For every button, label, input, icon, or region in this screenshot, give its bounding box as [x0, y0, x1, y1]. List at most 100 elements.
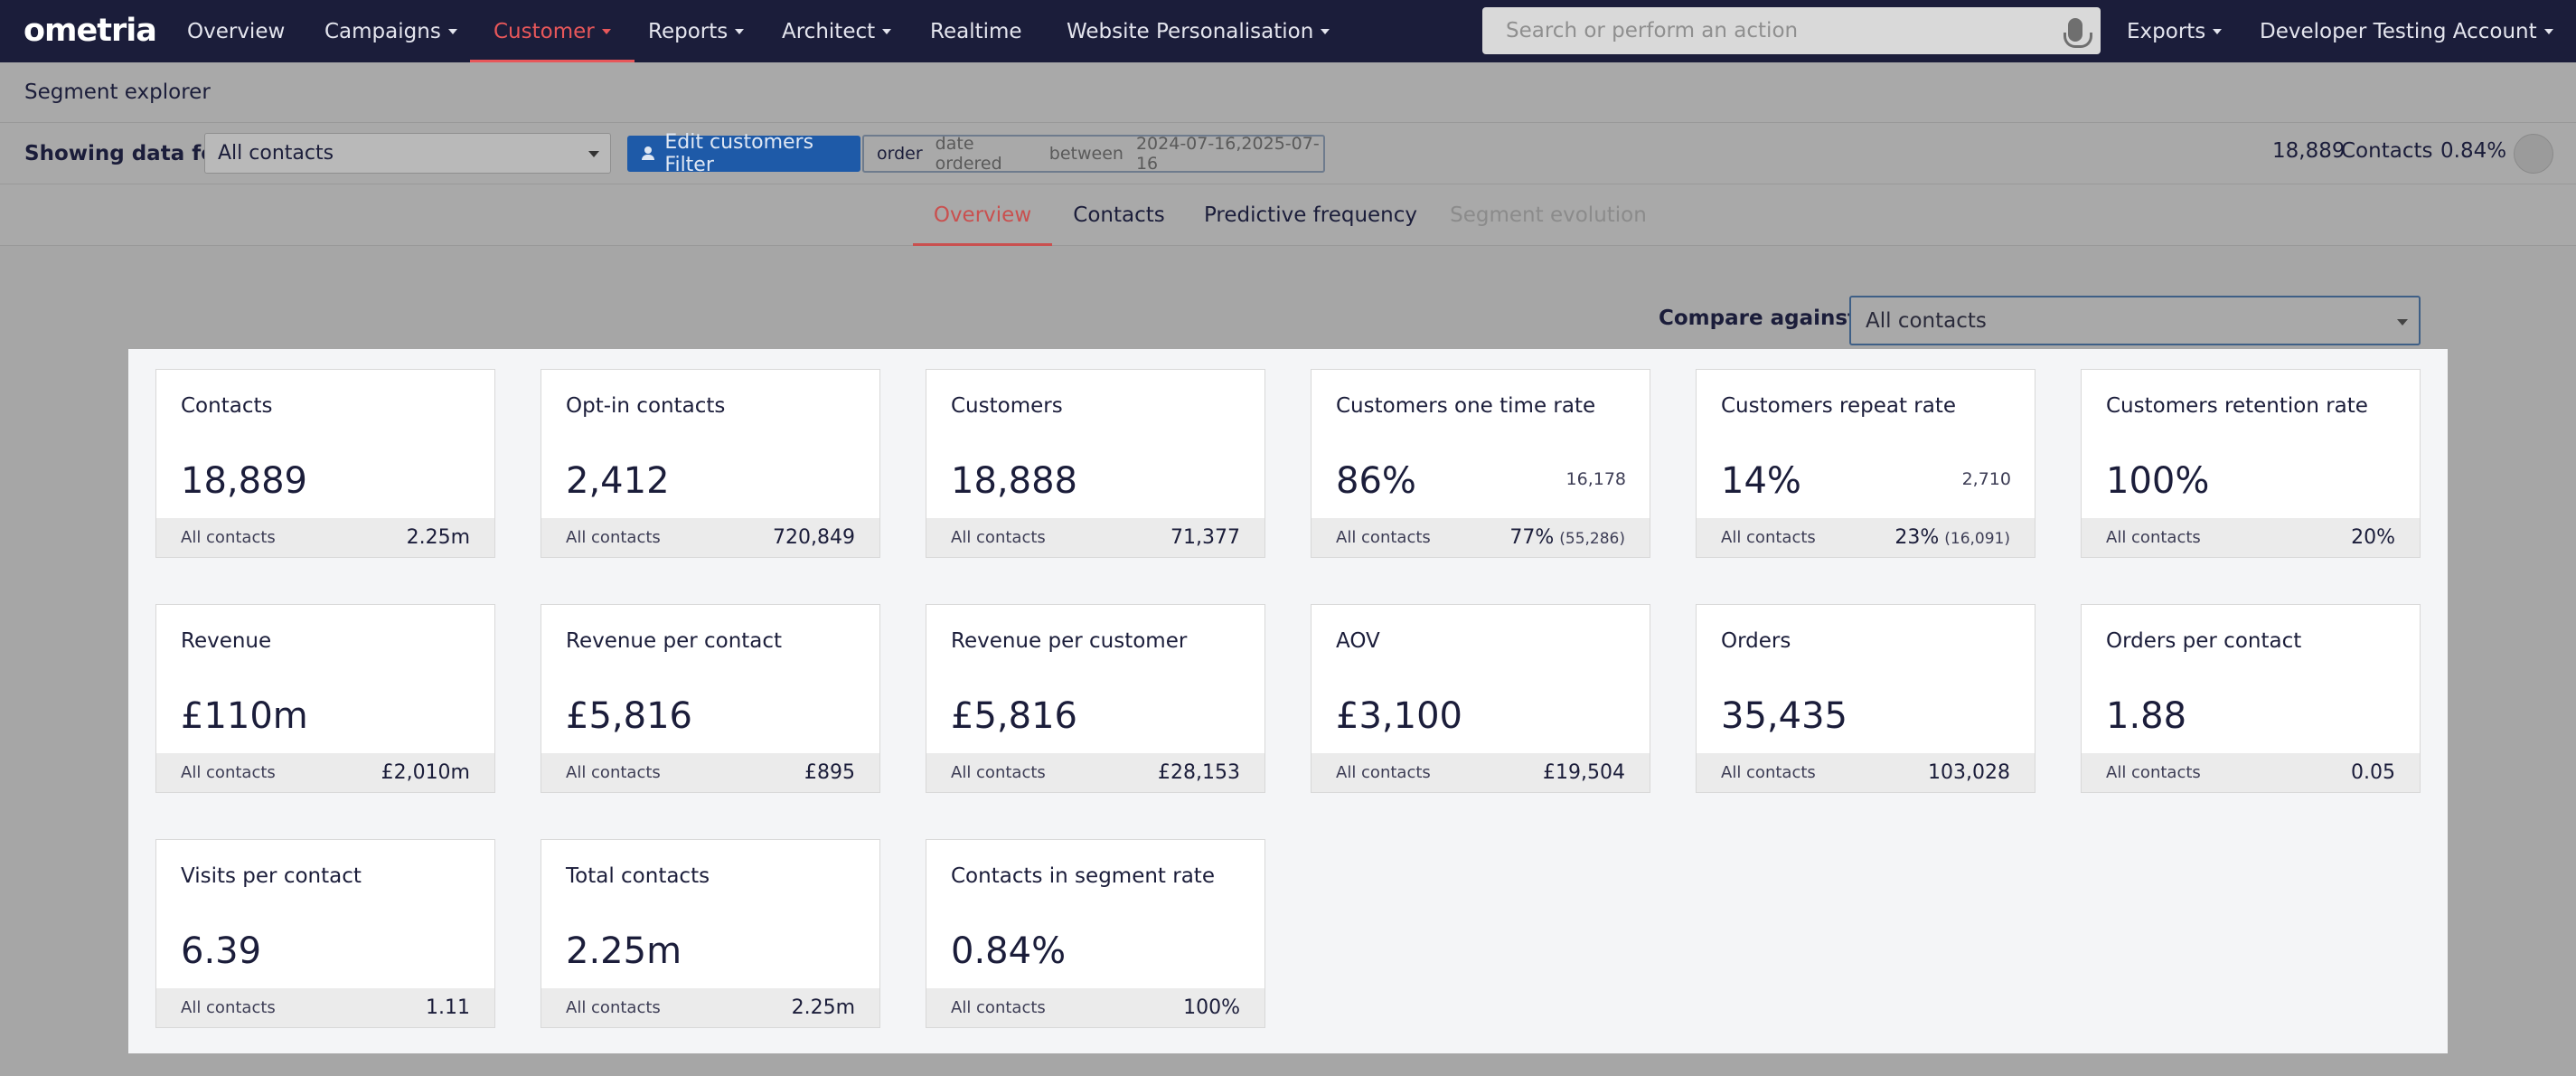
metric-card-value: 6.39: [181, 930, 262, 972]
nav-exports[interactable]: Exports: [2127, 0, 2223, 62]
metric-card-title: Total contacts: [566, 864, 710, 888]
search-placeholder: Search or perform an action: [1506, 19, 1799, 42]
tab-predictive-frequency[interactable]: Predictive frequency: [1203, 203, 1418, 227]
nav-campaigns[interactable]: Campaigns: [324, 0, 457, 62]
comparison-label: All contacts: [951, 998, 1046, 1017]
metric-card-subvalue: 2,710: [1961, 469, 2011, 489]
metric-card-value: £5,816: [951, 695, 1077, 737]
metric-card-title: Customers retention rate: [2106, 394, 2368, 418]
metric-card-title: Visits per contact: [181, 864, 362, 888]
metric-card-footer: All contacts 23% (16,091): [1697, 518, 2035, 557]
metric-card: Customers repeat rate 14% 2,710 All contact…: [1696, 369, 2035, 558]
nav-website-personalisation[interactable]: Website Personalisation: [1067, 0, 1330, 62]
metric-card-value: 35,435: [1721, 695, 1847, 737]
comparison-label: All contacts: [566, 998, 661, 1017]
metric-card: Customers 18,888 All contacts 71,377: [926, 369, 1265, 558]
tab-bar: Overview Contacts Predictive frequency S…: [0, 184, 2576, 246]
compare-against-label: Compare against: [1659, 307, 1858, 330]
comparison-value: 20%: [2351, 526, 2395, 549]
comparison-value: 23%: [1894, 526, 1940, 549]
nav-customer[interactable]: Customer: [470, 0, 635, 62]
tab-contacts[interactable]: Contacts: [1073, 203, 1165, 227]
metric-card: Opt-in contacts 2,412 All contacts 720,849: [541, 369, 880, 558]
comparison-value: 1.11: [426, 996, 470, 1019]
comparison-value-group: 2.25m: [407, 526, 470, 549]
metric-card-title: Revenue: [181, 629, 272, 653]
comparison-value: 2.25m: [406, 526, 470, 549]
comparison-label: All contacts: [1336, 763, 1431, 782]
metric-card-value: £3,100: [1336, 695, 1462, 737]
microphone-icon[interactable]: [2064, 18, 2092, 48]
comparison-value: 77%: [1509, 526, 1555, 549]
comparison-label: All contacts: [2106, 528, 2201, 547]
comparison-value: 103,028: [1928, 761, 2010, 784]
comparison-label: All contacts: [2106, 763, 2201, 782]
segment-select-value: All contacts: [218, 142, 334, 165]
comparison-label: All contacts: [566, 763, 661, 782]
metric-card: Contacts in segment rate 0.84% All contact…: [926, 839, 1265, 1028]
metric-card: Customers retention rate 100% All contacts…: [2081, 369, 2421, 558]
tab-overview[interactable]: Overview: [913, 184, 1052, 246]
ometria-logo[interactable]: ometria: [24, 13, 157, 49]
metric-card-title: Customers one time rate: [1336, 394, 1596, 418]
edit-customers-filter-button[interactable]: Edit customers Filter: [627, 131, 860, 176]
segment-pie-icon: [2514, 134, 2553, 174]
metric-card: Customers one time rate 86% 16,178 All cont…: [1311, 369, 1650, 558]
nav-reports[interactable]: Reports: [648, 0, 745, 62]
chevron-down-icon: [2213, 28, 2223, 34]
metric-card-footer: All contacts 71,377: [926, 518, 1264, 557]
nav-overview[interactable]: Overview: [187, 19, 286, 43]
page-header: Segment explorer: [0, 62, 2576, 123]
metric-card-value: 2.25m: [566, 930, 682, 972]
comparison-label: All contacts: [181, 528, 276, 547]
search-input[interactable]: Search or perform an action: [1482, 7, 2101, 54]
chevron-down-icon: [2397, 319, 2408, 326]
comparison-label: All contacts: [1721, 763, 1816, 782]
comparison-value: 0.05: [2351, 761, 2395, 784]
metric-card-title: Contacts in segment rate: [951, 864, 1215, 888]
compare-against-select[interactable]: All contacts: [1849, 296, 2421, 345]
segment-select[interactable]: All contacts: [204, 133, 611, 174]
segment-contacts-count: 18,889: [2272, 139, 2346, 163]
metric-card: Revenue per contact £5,816 All contacts £89…: [541, 604, 880, 793]
nav-architect[interactable]: Architect: [782, 0, 892, 62]
metric-card-value: 86%: [1336, 460, 1416, 502]
comparison-count: (55,286): [1559, 530, 1625, 548]
metric-card-footer: All contacts £895: [541, 753, 879, 792]
metric-card: Orders per contact 1.88 All contacts 0.05: [2081, 604, 2421, 793]
comparison-value: £19,504: [1543, 761, 1625, 784]
comparison-value-group: 2.25m: [792, 996, 855, 1019]
metric-card-footer: All contacts 20%: [2082, 518, 2420, 557]
comparison-value-group: 20%: [2351, 526, 2395, 549]
comparison-value-group: 71,377: [1170, 526, 1240, 549]
filter-chip-field: date ordered: [935, 134, 1002, 174]
comparison-value-group: 103,028: [1928, 761, 2010, 784]
account-menu[interactable]: Developer Testing Account: [2260, 0, 2553, 62]
comparison-value-group: 77% (55,286): [1509, 526, 1625, 549]
metric-card: Total contacts 2.25m All contacts 2.25m: [541, 839, 880, 1028]
comparison-value-group: £28,153: [1158, 761, 1240, 784]
chevron-down-icon: [601, 28, 611, 34]
filter-chip[interactable]: order date ordered between 2024-07-16,20…: [862, 134, 1325, 174]
nav-realtime[interactable]: Realtime: [930, 19, 1022, 43]
metric-card-footer: All contacts £2,010m: [156, 753, 494, 792]
comparison-value: 100%: [1183, 996, 1240, 1019]
top-nav-bar: ometria Overview Campaigns Customer Repo…: [0, 0, 2576, 62]
metric-card-title: Customers repeat rate: [1721, 394, 1957, 418]
metric-card: Revenue £110m All contacts £2,010m: [155, 604, 495, 793]
comparison-value: 720,849: [773, 526, 855, 549]
comparison-value: £28,153: [1158, 761, 1240, 784]
metric-card-value: 14%: [1721, 460, 1801, 502]
metric-card-footer: All contacts 2.25m: [541, 988, 879, 1027]
logo-text: ometria: [24, 13, 157, 49]
comparison-value-group: 23% (16,091): [1894, 526, 2010, 549]
filter-chip-operator: between: [1048, 144, 1123, 164]
comparison-label: All contacts: [1721, 528, 1816, 547]
metric-card-title: Orders: [1721, 629, 1791, 653]
comparison-label: All contacts: [181, 763, 276, 782]
metric-card-footer: All contacts £19,504: [1312, 753, 1650, 792]
metric-card-footer: All contacts 720,849: [541, 518, 879, 557]
page-title: Segment explorer: [24, 80, 211, 104]
comparison-value: 2.25m: [791, 996, 855, 1019]
chevron-down-icon: [882, 28, 892, 34]
